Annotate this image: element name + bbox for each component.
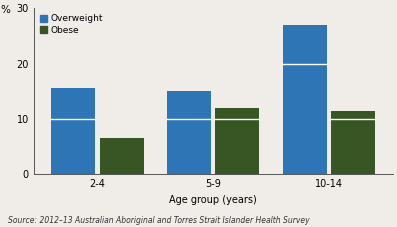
Bar: [283, 64, 327, 174]
Bar: [100, 138, 144, 174]
Bar: [331, 119, 375, 174]
Y-axis label: %: %: [0, 5, 10, 15]
Bar: [216, 108, 260, 119]
Bar: [167, 119, 211, 174]
Bar: [283, 25, 327, 64]
Bar: [216, 119, 260, 174]
Legend: Overweight, Obese: Overweight, Obese: [38, 13, 105, 37]
Bar: [51, 119, 95, 174]
Bar: [331, 111, 375, 119]
Text: Source: 2012–13 Australian Aboriginal and Torres Strait Islander Health Survey: Source: 2012–13 Australian Aboriginal an…: [8, 216, 310, 225]
Bar: [167, 91, 211, 119]
X-axis label: Age group (years): Age group (years): [170, 195, 257, 205]
Bar: [51, 89, 95, 119]
